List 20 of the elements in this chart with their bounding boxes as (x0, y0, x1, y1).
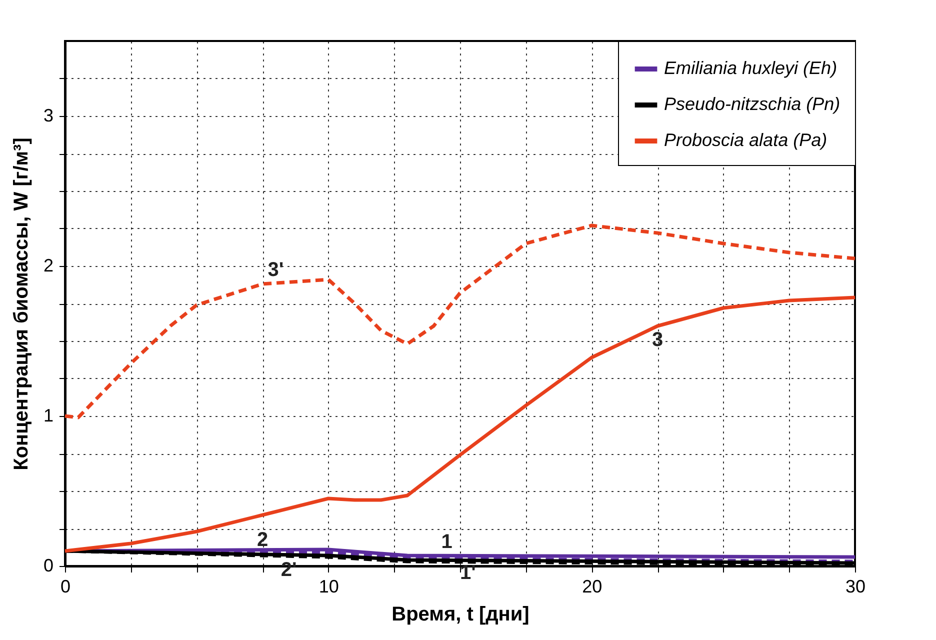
x-tick-label: 10 (318, 576, 339, 596)
y-tick-label: 3 (43, 106, 54, 126)
annotation: 1' (460, 562, 476, 584)
legend-label: Pseudo-nitzschia (Pn) (664, 94, 840, 114)
annotation: 3 (652, 329, 664, 351)
annotation: 2 (256, 529, 268, 552)
line-series (63, 296, 857, 553)
y-tick-label: 2 (43, 256, 54, 276)
legend-label: Proboscia alata (Pa) (664, 130, 828, 150)
x-axis-title: Время, t [дни] (392, 604, 530, 626)
annotation: 1 (441, 530, 452, 553)
x-tick-label: 30 (845, 576, 866, 596)
annotation: 3' (268, 259, 284, 281)
y-tick-label: 1 (43, 406, 54, 426)
y-tick-label: 0 (43, 556, 54, 576)
x-tick-label: 0 (60, 576, 71, 596)
x-tick-label: 20 (582, 576, 602, 596)
y-axis-title: Концентрация биомассы, W [г/м³] (10, 138, 32, 470)
legend-label: Emiliania huxleyi (Eh) (664, 58, 838, 78)
line-series (63, 224, 857, 420)
